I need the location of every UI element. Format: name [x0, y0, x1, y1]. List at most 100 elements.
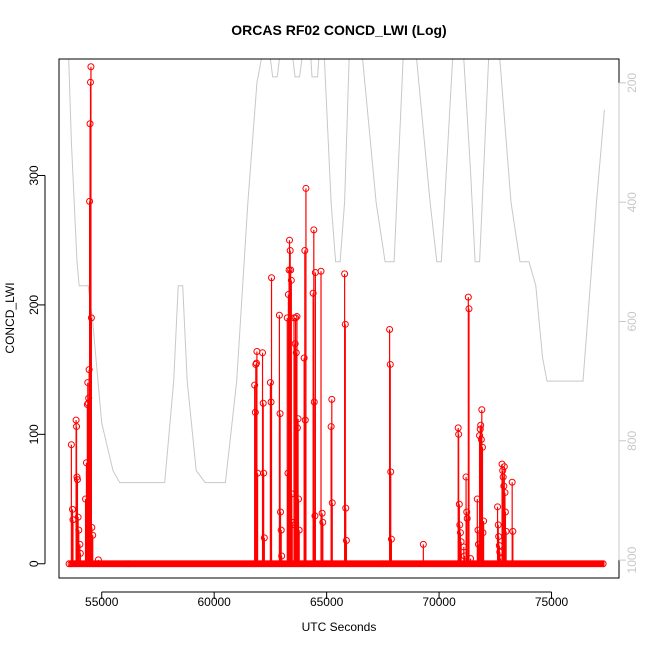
data-point: [275, 311, 283, 319]
x-axis-label: UTC Seconds: [302, 620, 377, 634]
data-point: [293, 424, 301, 432]
data-point: [76, 549, 84, 557]
data-point: [508, 478, 516, 486]
data-point: [478, 406, 486, 414]
right-tick-label: 400: [625, 192, 639, 212]
data-point: [287, 276, 295, 284]
data-point: [277, 526, 285, 534]
data-point: [501, 489, 509, 497]
concd-lwi-series-layer: [65, 63, 607, 568]
data-point: [292, 314, 300, 322]
data-point: [88, 524, 96, 532]
data-point: [72, 416, 80, 424]
data-point: [454, 424, 462, 432]
data-point: [301, 416, 309, 424]
data-point: [294, 415, 302, 423]
data-point: [328, 395, 336, 403]
data-point: [341, 270, 349, 278]
data-point: [419, 540, 427, 548]
data-point: [260, 469, 268, 477]
data-point: [499, 473, 507, 481]
data-point: [387, 468, 395, 476]
data-point: [301, 247, 309, 255]
data-point: [463, 514, 471, 522]
y-axis-label: CONCD_LWI: [3, 282, 17, 353]
x-tick-label: 70000: [422, 595, 456, 609]
data-point: [501, 508, 509, 516]
data-point: [480, 517, 488, 525]
data-point: [75, 526, 83, 534]
data-point: [278, 552, 286, 560]
right-tick-label: 800: [625, 430, 639, 450]
data-point: [73, 423, 81, 431]
data-point: [310, 226, 318, 234]
data-point: [342, 504, 350, 512]
y-tick-label: 100: [27, 424, 41, 444]
data-point: [500, 463, 508, 471]
data-point: [259, 399, 267, 407]
data-point: [259, 349, 267, 357]
data-point: [463, 508, 471, 516]
altitude-line: [68, 58, 605, 484]
data-point: [599, 560, 607, 568]
data-point: [87, 314, 95, 322]
data-point: [509, 527, 517, 535]
x-tick-label: 65000: [310, 595, 344, 609]
data-point: [292, 349, 300, 357]
data-point: [386, 360, 394, 368]
data-point: [595, 560, 603, 568]
data-point: [73, 476, 81, 484]
data-point: [87, 63, 95, 71]
data-point: [456, 521, 464, 529]
data-point: [276, 410, 284, 418]
data-point: [386, 326, 394, 334]
data-point: [465, 305, 473, 313]
data-point: [456, 529, 464, 537]
data-point: [310, 398, 318, 406]
data-point: [494, 521, 502, 529]
right-tick-label: 200: [625, 73, 639, 93]
data-point: [300, 354, 308, 362]
data-point: [268, 274, 276, 282]
data-point: [499, 467, 507, 475]
plot-frame: [58, 58, 620, 579]
data-point: [387, 535, 395, 543]
data-point: [74, 513, 82, 521]
y-tick-label: 0: [27, 560, 41, 567]
right-tick-label: 600: [625, 311, 639, 331]
data-point: [76, 540, 84, 548]
x-tick-label: 60000: [197, 595, 231, 609]
data-point: [295, 495, 303, 503]
y-tick-label: 300: [27, 165, 41, 185]
data-point: [277, 508, 285, 516]
data-point: [286, 236, 294, 244]
data-point: [342, 536, 350, 544]
data-point: [464, 293, 472, 301]
data-point: [295, 526, 303, 534]
data-point: [597, 560, 605, 568]
data-point: [494, 503, 502, 511]
data-point: [67, 441, 75, 449]
data-point: [293, 313, 301, 321]
data-point: [455, 500, 463, 508]
data-point: [455, 430, 463, 438]
x-tick-label: 55000: [85, 595, 119, 609]
data-point: [266, 379, 274, 387]
y-tick-label: 200: [27, 295, 41, 315]
chart-title: ORCAS RF02 CONCD_LWI (Log): [231, 22, 446, 38]
data-point: [317, 267, 325, 275]
x-tick-label: 75000: [535, 595, 569, 609]
data-point: [260, 534, 268, 542]
altitude-series-layer: [68, 58, 605, 484]
data-point: [502, 527, 510, 535]
data-point: [479, 529, 487, 537]
right-tick-label: 1000: [625, 546, 639, 573]
data-point: [251, 381, 259, 389]
data-point: [328, 499, 336, 507]
data-point: [302, 184, 310, 192]
data-point: [327, 423, 335, 431]
data-point: [476, 432, 484, 440]
data-point: [318, 509, 326, 517]
data-point: [478, 443, 486, 451]
